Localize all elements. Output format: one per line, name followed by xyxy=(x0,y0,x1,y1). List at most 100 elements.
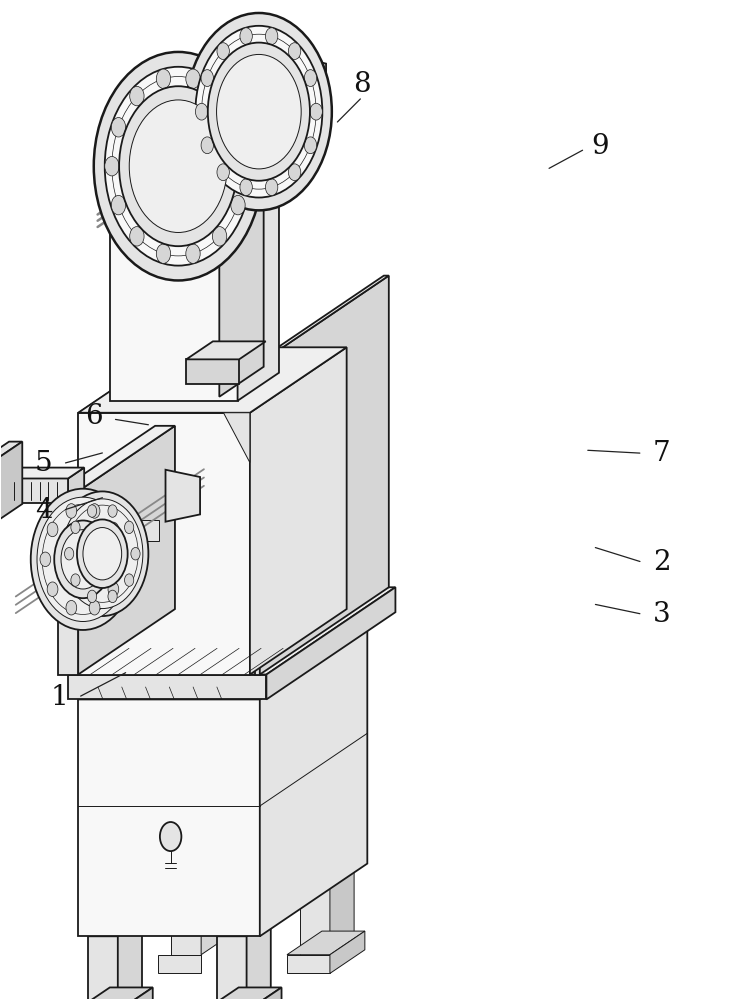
Polygon shape xyxy=(141,215,201,218)
Circle shape xyxy=(108,582,118,596)
Polygon shape xyxy=(58,491,78,675)
Circle shape xyxy=(40,552,51,567)
Polygon shape xyxy=(141,193,201,196)
Circle shape xyxy=(111,118,126,137)
Polygon shape xyxy=(255,276,388,363)
Circle shape xyxy=(195,26,323,198)
Circle shape xyxy=(124,574,134,586)
Circle shape xyxy=(201,70,213,86)
Polygon shape xyxy=(118,920,142,1000)
Circle shape xyxy=(212,86,226,106)
Polygon shape xyxy=(219,80,263,397)
Circle shape xyxy=(310,103,323,120)
Circle shape xyxy=(87,590,97,603)
Circle shape xyxy=(289,164,300,181)
Polygon shape xyxy=(246,920,271,1000)
Polygon shape xyxy=(260,276,388,675)
Polygon shape xyxy=(201,864,225,955)
Circle shape xyxy=(186,13,332,210)
Circle shape xyxy=(89,554,112,585)
Polygon shape xyxy=(246,987,281,1000)
Polygon shape xyxy=(287,931,365,955)
Circle shape xyxy=(108,590,117,603)
Circle shape xyxy=(130,86,144,106)
Polygon shape xyxy=(78,347,346,413)
Circle shape xyxy=(77,519,128,588)
Circle shape xyxy=(56,491,149,616)
Polygon shape xyxy=(110,198,279,226)
Circle shape xyxy=(124,521,134,534)
Circle shape xyxy=(304,137,317,154)
Circle shape xyxy=(231,195,245,215)
Circle shape xyxy=(54,520,112,598)
Polygon shape xyxy=(0,442,22,522)
Polygon shape xyxy=(330,864,354,955)
Circle shape xyxy=(66,504,77,518)
Polygon shape xyxy=(217,920,271,936)
Polygon shape xyxy=(141,199,201,202)
Circle shape xyxy=(83,528,121,580)
Circle shape xyxy=(217,164,229,181)
Circle shape xyxy=(71,574,80,586)
Text: 4: 4 xyxy=(35,497,53,524)
Circle shape xyxy=(61,499,143,609)
Circle shape xyxy=(304,70,317,86)
Circle shape xyxy=(160,822,181,851)
Polygon shape xyxy=(166,470,200,522)
Polygon shape xyxy=(141,204,201,207)
Text: 3: 3 xyxy=(653,601,670,628)
Polygon shape xyxy=(68,675,266,699)
Circle shape xyxy=(217,43,229,59)
Circle shape xyxy=(156,69,171,88)
Circle shape xyxy=(47,522,58,537)
Text: 1: 1 xyxy=(50,684,68,711)
Polygon shape xyxy=(238,198,279,401)
Polygon shape xyxy=(118,987,152,1000)
Circle shape xyxy=(186,69,201,88)
Circle shape xyxy=(42,504,124,614)
Polygon shape xyxy=(78,413,250,675)
Circle shape xyxy=(66,600,77,615)
Circle shape xyxy=(64,547,74,560)
Polygon shape xyxy=(158,955,201,973)
Polygon shape xyxy=(255,363,260,675)
Circle shape xyxy=(208,43,310,181)
Circle shape xyxy=(130,100,227,232)
Circle shape xyxy=(105,156,119,176)
Circle shape xyxy=(115,552,126,567)
Polygon shape xyxy=(88,920,142,936)
Polygon shape xyxy=(166,110,184,216)
Circle shape xyxy=(108,522,118,537)
Circle shape xyxy=(31,489,135,630)
Polygon shape xyxy=(212,163,246,218)
Circle shape xyxy=(240,28,252,45)
Circle shape xyxy=(238,156,252,176)
Bar xyxy=(120,520,140,541)
Circle shape xyxy=(108,505,117,517)
Circle shape xyxy=(122,527,134,544)
Circle shape xyxy=(189,192,205,213)
Polygon shape xyxy=(287,955,330,973)
Polygon shape xyxy=(186,341,266,359)
Text: 5: 5 xyxy=(35,450,53,477)
Circle shape xyxy=(156,244,171,263)
Polygon shape xyxy=(110,198,152,401)
Polygon shape xyxy=(78,699,260,936)
Text: 7: 7 xyxy=(653,440,670,467)
Polygon shape xyxy=(68,468,84,503)
Circle shape xyxy=(47,582,58,596)
Circle shape xyxy=(61,530,105,589)
Circle shape xyxy=(266,28,278,45)
Text: 8: 8 xyxy=(354,71,371,98)
Circle shape xyxy=(195,103,208,120)
Polygon shape xyxy=(141,187,212,218)
Bar xyxy=(138,520,158,541)
Polygon shape xyxy=(110,226,238,401)
Polygon shape xyxy=(75,987,152,1000)
Circle shape xyxy=(266,179,278,196)
Circle shape xyxy=(131,547,140,560)
Polygon shape xyxy=(141,210,201,213)
Polygon shape xyxy=(204,987,281,1000)
Polygon shape xyxy=(260,627,367,936)
Polygon shape xyxy=(0,442,22,460)
